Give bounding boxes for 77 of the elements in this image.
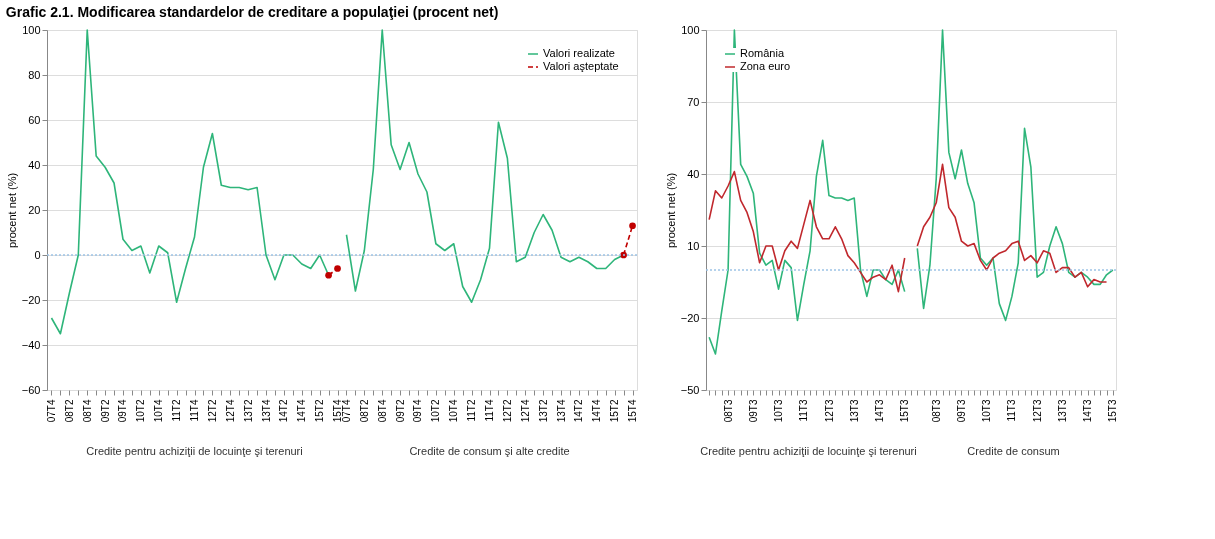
x-tick-label: 15T3	[899, 399, 911, 423]
x-tick-label: 07T4	[45, 399, 57, 423]
x-tick-label: 10T4	[448, 399, 460, 423]
x-tick-label: 15T2	[609, 399, 621, 423]
x-tick-label: 08T2	[63, 399, 75, 423]
x-tick-label: 11T3	[1006, 399, 1018, 422]
x-tick-label: 12T3	[823, 399, 835, 423]
y-tick-label: −50	[680, 383, 700, 396]
x-tick-label: 12T3	[1031, 399, 1043, 423]
x-tick-label: 15T2	[314, 399, 326, 423]
x-tick-label: 12T2	[206, 399, 218, 423]
x-tick-label: 13T3	[1056, 399, 1068, 423]
x-tick-label: 09T3	[747, 399, 759, 423]
y-tick-label: 100	[22, 23, 41, 36]
x-tick-label: 10T2	[430, 399, 442, 423]
x-tick-label: 09T4	[412, 399, 424, 423]
y-axis-title: procent net (%)	[664, 172, 677, 249]
x-tick-label: 11T2	[466, 399, 478, 422]
x-tick-label: 10T3	[981, 399, 993, 423]
y-tick-label: 0	[34, 248, 41, 261]
x-tick-label: 14T4	[296, 399, 308, 423]
x-tick-label: 13T4	[260, 399, 272, 423]
y-tick-label: 40	[687, 167, 700, 180]
x-tick-label: 10T3	[773, 399, 785, 423]
text: Credite pentru achiziţii de locuinţe şi terenuri	[700, 445, 917, 457]
text: Credite pentru achiziţii de locuinţe şi terenuri	[86, 445, 303, 457]
x-tick-label: 12T4	[519, 399, 531, 423]
text: Credite de consum	[967, 445, 1060, 457]
y-tick-label: 60	[28, 113, 41, 126]
x-tick-label: 09T3	[955, 399, 967, 423]
x-tick-label: 14T2	[573, 399, 585, 423]
x-tick-label: 13T2	[537, 399, 549, 423]
x-tick-label: 11T4	[484, 399, 495, 422]
y-tick-label: 20	[28, 203, 41, 216]
x-tick-label: 14T3	[873, 399, 885, 423]
y-tick-label: 10	[687, 239, 700, 252]
x-tick-label: 14T4	[591, 399, 603, 423]
x-tick-label: 09T2	[99, 399, 111, 423]
legend-label: România	[740, 47, 785, 59]
x-tick-label: 14T2	[278, 399, 290, 423]
point	[334, 265, 341, 272]
x-tick-label: 09T2	[394, 399, 406, 423]
legend-label: Valori realizate	[543, 47, 615, 59]
x-tick-label: 08T4	[81, 399, 93, 423]
x-tick-label: 11T2	[171, 399, 183, 422]
x-tick-label: 10T4	[153, 399, 165, 423]
y-tick-label: 80	[28, 68, 41, 81]
point	[325, 271, 332, 279]
y-tick-label: 70	[687, 95, 700, 108]
x-tick-label: 08T3	[930, 399, 942, 423]
y-tick-label: −20	[680, 311, 700, 324]
x-tick-label: 08T3	[722, 399, 734, 423]
y-tick-label: 100	[681, 23, 700, 36]
x-tick-label: 13T3	[848, 399, 860, 423]
y-tick-label: 40	[28, 158, 41, 171]
y-axis-title: procent net (%)	[5, 172, 18, 249]
x-tick-label: 15T3	[1107, 399, 1119, 423]
x-tick-label: 10T2	[135, 399, 147, 423]
x-tick-label: 14T3	[1082, 399, 1094, 423]
x-tick-label: 11T4	[189, 399, 200, 422]
y-tick-label: −60	[21, 383, 41, 396]
legend-label: Zona euro	[740, 60, 791, 72]
x-tick-label: 15T4	[627, 399, 639, 423]
y-tick-label: −40	[21, 338, 41, 351]
chart-title: Grafic 2.1. Modificarea standardelor de creditare a populaţiei (procent net)	[5, 3, 499, 20]
x-tick-label: 13T2	[242, 399, 254, 423]
text: Credite de consum şi alte credite	[409, 445, 570, 457]
x-tick-label: 12T4	[224, 399, 236, 423]
x-tick-label: 08T4	[376, 399, 388, 423]
x-tick-label: 08T2	[358, 399, 370, 423]
x-tick-label: 13T4	[555, 399, 567, 423]
x-tick-label: 09T4	[117, 399, 129, 423]
x-tick-label: 11T3	[798, 399, 810, 422]
point	[629, 222, 636, 230]
x-tick-label: 12T2	[501, 399, 513, 423]
legend-label: Valori aşteptate	[543, 60, 619, 72]
y-tick-label: −20	[21, 293, 41, 306]
